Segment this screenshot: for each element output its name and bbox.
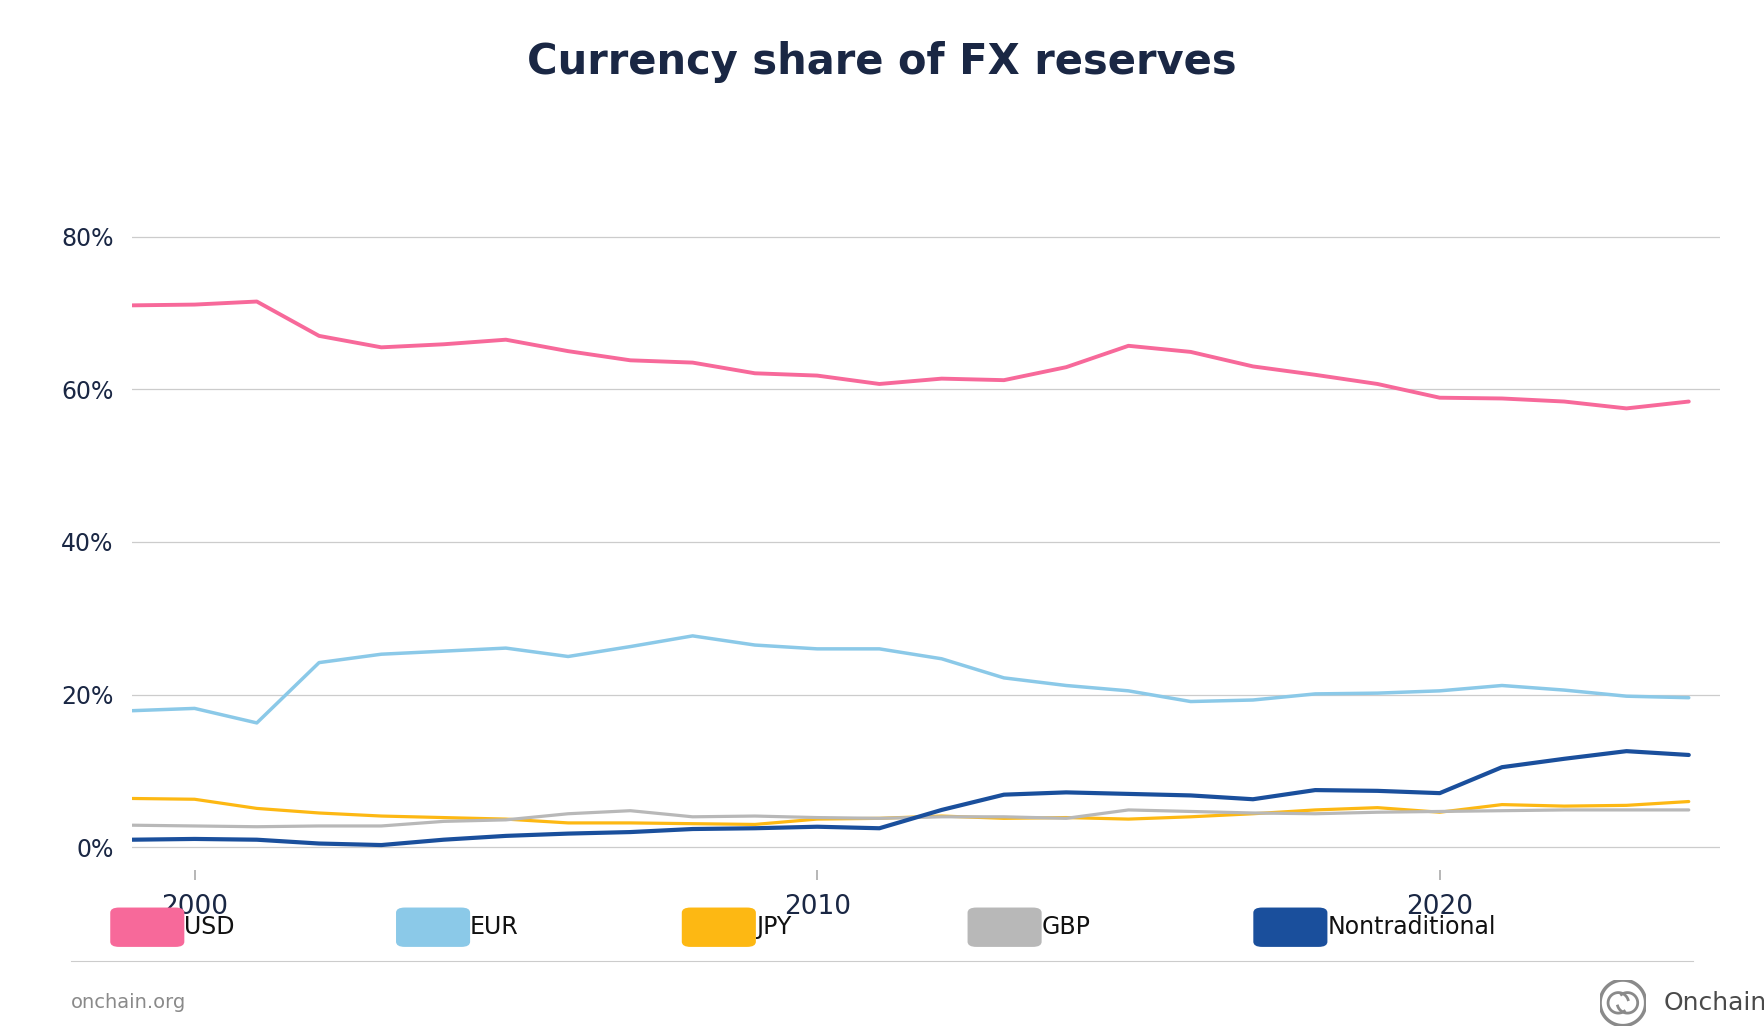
Text: EUR: EUR xyxy=(469,915,519,940)
Text: JPY: JPY xyxy=(757,915,790,940)
Text: Currency share of FX reserves: Currency share of FX reserves xyxy=(527,41,1237,84)
Text: GBP: GBP xyxy=(1041,915,1090,940)
Text: Onchain: Onchain xyxy=(1663,990,1764,1015)
Text: onchain.org: onchain.org xyxy=(71,994,185,1012)
Text: USD: USD xyxy=(185,915,235,940)
Text: Nontraditional: Nontraditional xyxy=(1328,915,1496,940)
